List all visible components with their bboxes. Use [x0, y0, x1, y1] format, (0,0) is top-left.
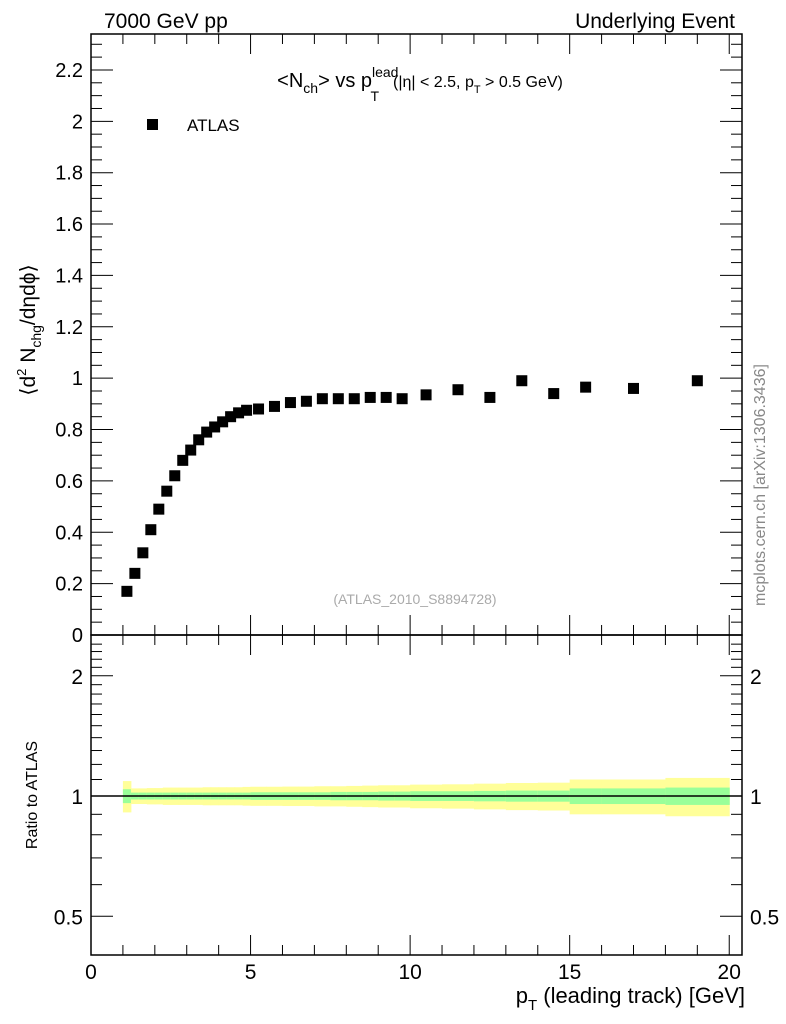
data-point: [217, 416, 229, 428]
legend-marker: [147, 119, 158, 130]
data-point: [193, 434, 205, 446]
data-point: [185, 444, 197, 456]
data-point: [364, 391, 376, 403]
y-tick-label: 2: [72, 111, 83, 133]
y-tick-label: 0.8: [55, 420, 83, 442]
data-point: [268, 400, 280, 412]
x-tick-label: 20: [718, 961, 741, 984]
y-tick-label: 0: [72, 625, 83, 647]
ratio-y-tick-label: 1: [71, 786, 83, 809]
analysis-tag: (ATLAS_2010_S8894728): [333, 591, 496, 607]
data-point: [145, 524, 157, 536]
chart-title: <Nch> vs plead T(|η| < 2.5, pT > 0.5 GeV): [277, 64, 563, 104]
data-point: [233, 407, 245, 419]
ratio-y-tick-label-right: 2: [750, 666, 762, 689]
data-point: [225, 411, 237, 423]
x-axis-label: pT (leading track) [GeV]: [516, 983, 745, 1014]
data-point: [137, 547, 149, 559]
data-point: [580, 381, 592, 393]
data-point: [548, 388, 560, 400]
header-right: Underlying Event: [575, 10, 735, 33]
data-point: [628, 382, 639, 394]
ratio-y-tick-label-right: 0.5: [750, 906, 779, 929]
ratio-panel: 0 5 10 15 20 0.5 0.5 1 1 2 2: [54, 634, 779, 984]
data-point: [316, 393, 328, 405]
data-point: [348, 393, 360, 405]
data-point: [380, 391, 392, 403]
data-point: [332, 393, 344, 405]
x-tick-label: 5: [245, 961, 257, 984]
data-point: [121, 585, 133, 597]
data-point: [300, 395, 312, 407]
data-point: [691, 375, 703, 387]
data-point: [253, 403, 265, 415]
data-point: [420, 389, 432, 401]
data-point: [209, 421, 221, 433]
header-left: 7000 GeV pp: [104, 10, 228, 33]
data-point: [153, 503, 165, 515]
ratio-y-tick-label: 0.5: [54, 906, 83, 929]
data-point: [516, 375, 528, 387]
y-tick-label: 0.4: [55, 522, 83, 544]
x-tick-label: 10: [398, 961, 421, 984]
data-point: [201, 426, 213, 438]
x-tick-label: 0: [85, 961, 97, 984]
y-tick-label: 1.8: [55, 163, 83, 185]
legend-label: ATLAS: [187, 116, 240, 135]
ratio-y-tick-label: 2: [71, 666, 83, 689]
data-point: [169, 470, 181, 482]
y-tick-label: 1.4: [55, 265, 83, 287]
y-tick-label: 2.2: [55, 60, 83, 82]
y-tick-label: 1: [72, 368, 83, 390]
data-point: [484, 391, 496, 403]
data-point: [241, 404, 253, 416]
ratio-y-tick-label-right: 1: [750, 786, 762, 809]
main-panel: 0 0.2 0.4 0.6 0.8 1 1.2 1.4 1.6 1.8 2 2.2: [55, 33, 743, 955]
ratio-y-axis-label: Ratio to ATLAS: [24, 741, 41, 849]
data-point: [452, 384, 464, 396]
y-tick-label: 1.2: [55, 317, 83, 339]
y-tick-label: 0.6: [55, 471, 83, 493]
side-label: mcplots.cern.ch [arXiv:1306.3436]: [752, 364, 769, 606]
y-tick-label: 0.2: [55, 574, 83, 596]
data-point: [284, 397, 296, 409]
data-point: [129, 567, 141, 579]
data-point: [161, 485, 173, 497]
data-point: [396, 393, 408, 405]
y-axis-label: ⟨d2 Nchg/dηdϕ⟩: [14, 264, 44, 396]
ratio-frame: [90, 634, 743, 956]
y-tick-label: 1.6: [55, 214, 83, 236]
x-tick-label: 15: [558, 961, 581, 984]
data-point: [177, 454, 189, 466]
